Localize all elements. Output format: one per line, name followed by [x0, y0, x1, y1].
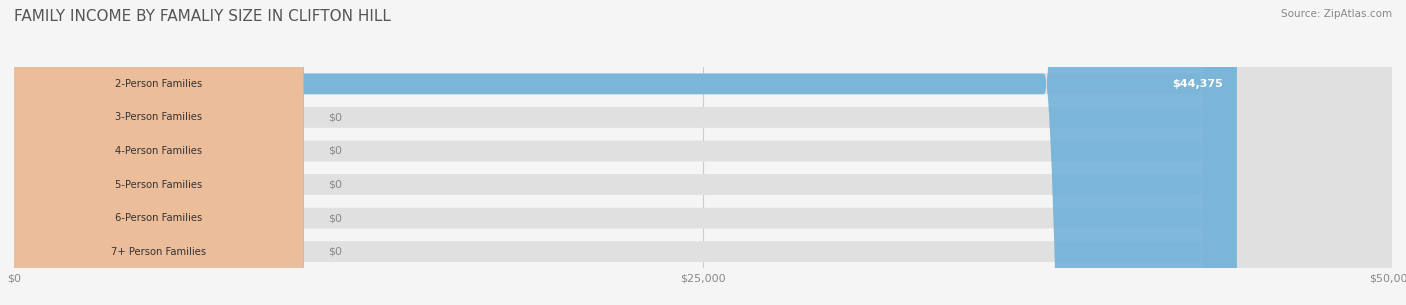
Text: 2-Person Families: 2-Person Families	[115, 79, 202, 89]
FancyBboxPatch shape	[14, 0, 304, 305]
Text: $0: $0	[328, 146, 342, 156]
FancyBboxPatch shape	[14, 0, 304, 305]
FancyBboxPatch shape	[14, 0, 304, 305]
Text: 3-Person Families: 3-Person Families	[115, 113, 202, 122]
FancyBboxPatch shape	[14, 0, 304, 305]
FancyBboxPatch shape	[14, 0, 304, 305]
FancyBboxPatch shape	[14, 0, 1392, 305]
FancyBboxPatch shape	[14, 0, 1237, 305]
Text: 7+ Person Families: 7+ Person Families	[111, 247, 207, 257]
Text: $0: $0	[328, 180, 342, 189]
Text: FAMILY INCOME BY FAMALIY SIZE IN CLIFTON HILL: FAMILY INCOME BY FAMALIY SIZE IN CLIFTON…	[14, 9, 391, 24]
Text: 4-Person Families: 4-Person Families	[115, 146, 202, 156]
Text: 6-Person Families: 6-Person Families	[115, 213, 202, 223]
Text: $0: $0	[328, 113, 342, 122]
Text: $0: $0	[328, 213, 342, 223]
FancyBboxPatch shape	[14, 0, 1392, 305]
FancyBboxPatch shape	[14, 0, 1392, 305]
Text: 5-Person Families: 5-Person Families	[115, 180, 202, 189]
FancyBboxPatch shape	[14, 0, 304, 305]
FancyBboxPatch shape	[14, 0, 1392, 305]
Text: $0: $0	[328, 247, 342, 257]
Text: Source: ZipAtlas.com: Source: ZipAtlas.com	[1281, 9, 1392, 19]
FancyBboxPatch shape	[14, 0, 1392, 305]
Text: $44,375: $44,375	[1173, 79, 1223, 89]
FancyBboxPatch shape	[14, 0, 1392, 305]
